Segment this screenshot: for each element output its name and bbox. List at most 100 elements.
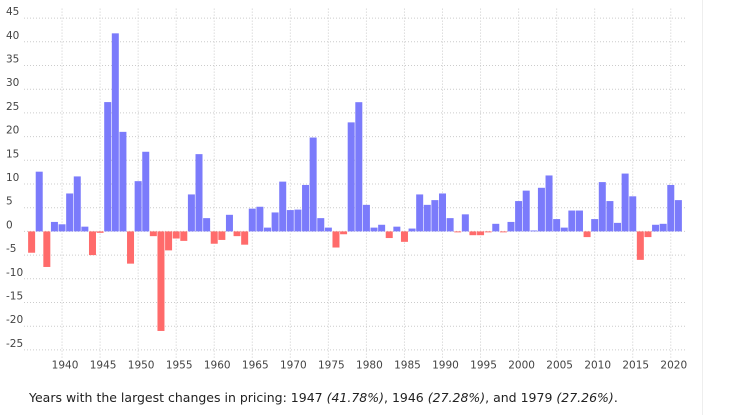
bar [225,214,233,232]
caption-part: (27.26%) [556,390,614,405]
bar [302,184,310,232]
y-tick-label: 40 [6,30,19,42]
y-tick-label: 0 [6,219,13,231]
x-tick-label: 1960 [204,359,231,371]
bar [461,214,469,232]
y-tick-label: 30 [6,77,19,89]
bar [530,230,538,232]
bar [96,231,104,233]
bar [263,227,271,232]
bar [157,231,165,331]
bar [127,231,135,264]
bar [172,231,180,239]
bar [294,209,302,232]
bar [104,102,112,232]
caption-part: (41.78%) [326,390,384,405]
bar [537,187,545,232]
bar [111,33,119,232]
bar [408,228,416,232]
bar [134,181,142,232]
bar [203,218,211,232]
bar [309,137,317,232]
bar [66,193,74,232]
bar [644,231,652,238]
bar [553,219,561,232]
bar [591,219,599,232]
bar [142,151,150,232]
bar [568,210,576,232]
bar [575,210,583,232]
bar [606,201,614,232]
bar [119,131,127,232]
bar [674,200,682,232]
caption-part: Years with the largest changes in pricin… [29,390,327,405]
bar [241,231,249,245]
bar [545,175,553,232]
x-tick-label: 1985 [394,359,421,371]
x-tick-label: 1940 [52,359,79,371]
bar [233,231,241,237]
bar [248,208,256,232]
caption: Years with the largest changes in pricin… [29,390,618,405]
x-tick-label: 1990 [432,359,459,371]
bar [393,226,401,232]
y-tick-label: 10 [6,172,19,184]
x-tick-label: 1955 [166,359,193,371]
caption-part: . [613,390,618,405]
bar [385,231,393,239]
bar [439,193,447,232]
bar [484,231,492,233]
bar [614,222,622,232]
x-tick-label: 2015 [622,359,649,371]
bar [378,224,386,232]
bar [165,231,173,251]
x-tick-label: 2010 [584,359,611,371]
y-tick-label: 5 [6,196,13,208]
bar [35,171,43,232]
bar [621,173,629,232]
bar [332,231,340,248]
y-tick-label: -15 [6,291,23,303]
bar [28,231,36,253]
bar [400,231,408,242]
bar [81,226,89,232]
bar [560,227,568,232]
bar [469,231,477,236]
x-tick-label: 1945 [90,359,117,371]
bar [362,204,370,232]
x-tick-label: 2020 [660,359,687,371]
caption-part: (27.28%) [427,390,486,405]
caption-part: , 1946 [384,390,428,405]
bar [515,201,523,232]
bar [279,181,287,232]
y-tick-label: 20 [6,125,19,137]
x-tick-label: 1970 [280,359,307,371]
y-tick-label: -20 [6,314,23,326]
bar [187,194,195,232]
bar [324,227,332,232]
bar [317,218,325,232]
bar [286,210,294,232]
bar [88,231,96,256]
y-tick-label: 15 [6,148,19,160]
x-tick-label: 1980 [356,359,383,371]
x-tick-label: 1950 [128,359,155,371]
bar [667,184,675,232]
bar [492,223,500,232]
x-tick-label: 2005 [546,359,573,371]
x-tick-label: 1965 [242,359,269,371]
bar [431,200,439,232]
y-tick-label: 45 [6,6,19,18]
bar [583,231,591,238]
bar [340,231,348,235]
bar [347,122,355,232]
bar [210,231,218,244]
y-tick-label: 35 [6,53,19,65]
bar [195,154,203,232]
y-tick-label: 25 [6,101,19,113]
bar [522,190,530,232]
bar [43,231,51,267]
bar [149,231,157,237]
bar [423,204,431,232]
